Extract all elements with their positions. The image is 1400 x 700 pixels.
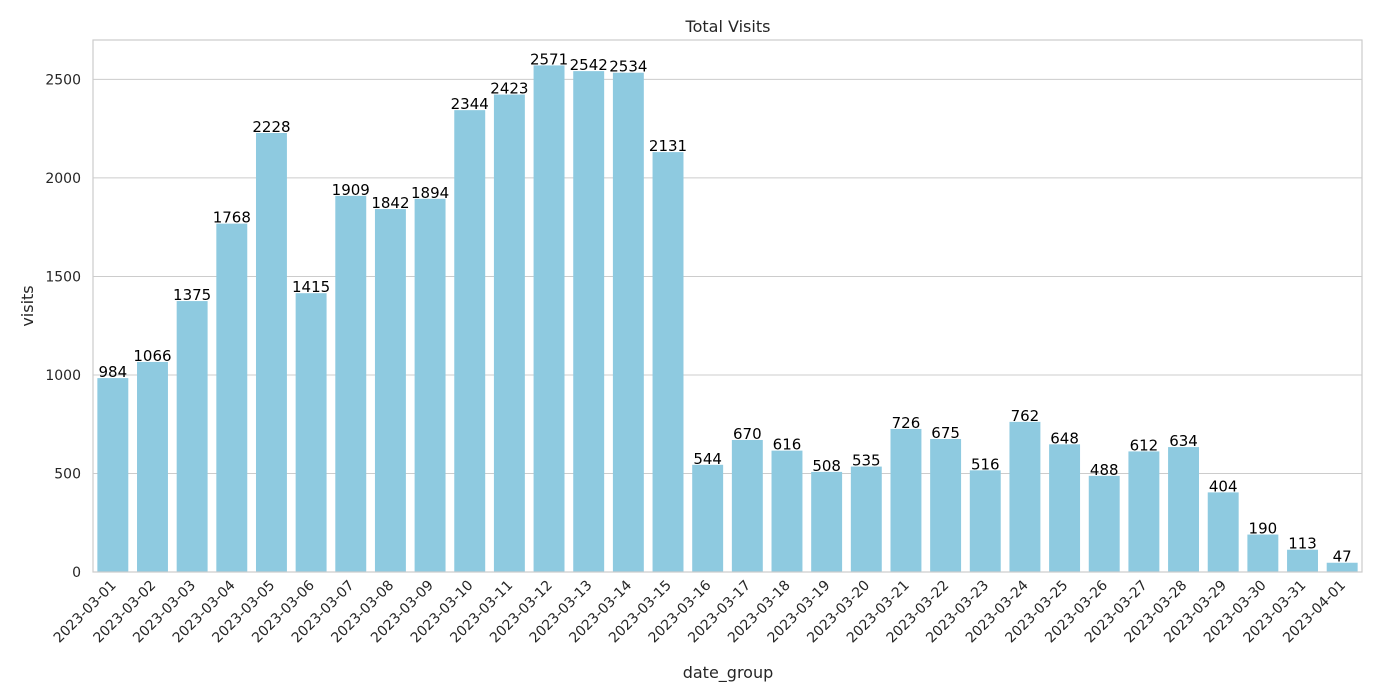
bar-value-label: 1375 <box>173 286 211 304</box>
bar-value-labels: 9841066137517682228141519091842189423442… <box>99 50 1352 565</box>
bar <box>811 471 843 572</box>
bar-value-label: 2131 <box>649 137 687 155</box>
bars <box>97 65 1358 573</box>
bar-value-label: 516 <box>971 455 1000 473</box>
chart-title: Total Visits <box>685 17 771 36</box>
bar-value-label: 675 <box>931 424 960 442</box>
bar <box>1247 534 1279 572</box>
bar-value-label: 2423 <box>490 80 528 98</box>
bar <box>930 439 962 572</box>
bar-value-label: 1415 <box>292 278 330 296</box>
bar-value-label: 544 <box>693 450 722 468</box>
bar <box>573 71 605 573</box>
bar <box>731 439 763 572</box>
bar <box>176 301 208 572</box>
x-axis-label: date_group <box>683 663 774 683</box>
bar <box>1326 562 1358 572</box>
bar <box>295 293 327 572</box>
bar <box>612 72 644 573</box>
bar <box>1207 492 1239 572</box>
bar <box>374 209 406 572</box>
bar-value-label: 2534 <box>609 58 647 76</box>
bar <box>890 428 922 572</box>
y-tick-label: 1500 <box>45 269 81 285</box>
bar-value-label: 1066 <box>133 347 171 365</box>
bar <box>97 378 129 572</box>
y-axis-ticks: 0 500 1000 1500 2000 2500 <box>45 72 81 581</box>
y-axis-label: visits <box>18 285 37 326</box>
y-tick-label: 2000 <box>45 171 81 187</box>
y-tick-label: 2500 <box>45 72 81 88</box>
bar <box>1088 475 1120 572</box>
bar-value-label: 1768 <box>213 209 251 227</box>
bar <box>1049 444 1081 572</box>
bar <box>692 464 724 572</box>
bar-value-label: 535 <box>852 452 881 470</box>
bar-value-label: 1909 <box>332 181 370 199</box>
bar-value-label: 670 <box>733 425 762 443</box>
bar-value-label: 113 <box>1288 535 1317 553</box>
y-tick-label: 500 <box>54 466 81 482</box>
bar-value-label: 2571 <box>530 50 568 68</box>
bar <box>137 361 168 572</box>
y-tick-label: 1000 <box>45 368 81 384</box>
bar-value-label: 612 <box>1130 436 1159 454</box>
bar-value-label: 190 <box>1249 520 1278 538</box>
bar-value-label: 404 <box>1209 477 1238 495</box>
bar <box>255 133 287 573</box>
bar-value-label: 1842 <box>371 194 409 212</box>
bar-value-label: 634 <box>1169 432 1198 450</box>
bar-value-label: 2344 <box>451 95 489 113</box>
bar-value-label: 1894 <box>411 184 449 202</box>
bar <box>1168 447 1200 572</box>
bar-value-label: 984 <box>99 363 128 381</box>
bar <box>1287 549 1318 572</box>
bar-value-label: 47 <box>1333 548 1352 566</box>
bar <box>216 223 248 572</box>
x-axis-ticks: 2023-03-012023-03-022023-03-032023-03-04… <box>51 577 1349 646</box>
bar-value-label: 726 <box>892 414 921 432</box>
bar <box>533 65 565 572</box>
bar <box>335 195 367 572</box>
bar <box>771 450 803 572</box>
bar <box>414 198 446 572</box>
bar-value-label: 762 <box>1011 407 1040 425</box>
bar-value-label: 2228 <box>252 118 290 136</box>
bar <box>850 466 882 572</box>
bar-value-label: 648 <box>1050 429 1079 447</box>
bar <box>1128 451 1160 572</box>
plot-frame <box>92 39 1363 573</box>
bar <box>493 94 525 573</box>
bar-value-label: 488 <box>1090 461 1119 479</box>
y-tick-label: 0 <box>72 565 81 581</box>
bar <box>454 110 486 572</box>
bar-value-label: 616 <box>773 436 802 454</box>
bar <box>1009 421 1041 572</box>
bar-value-label: 508 <box>812 457 841 475</box>
bar <box>652 152 684 572</box>
bar-value-label: 2542 <box>570 56 608 74</box>
bar <box>969 470 1001 572</box>
